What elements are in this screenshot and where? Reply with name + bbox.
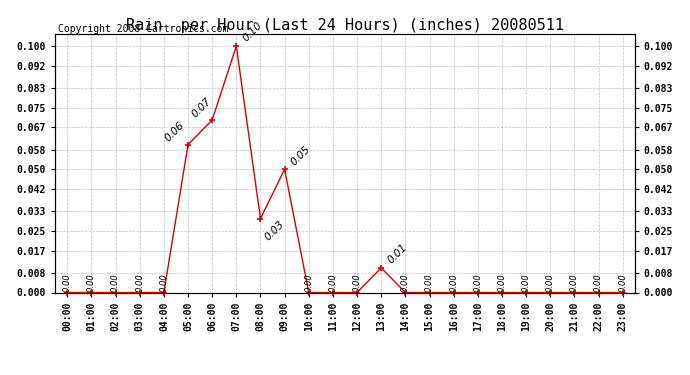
Text: 0.00: 0.00 <box>401 274 410 292</box>
Text: 0.00: 0.00 <box>570 274 579 292</box>
Text: 0.00: 0.00 <box>159 274 168 292</box>
Text: 0.00: 0.00 <box>618 274 627 292</box>
Text: 0.00: 0.00 <box>328 274 337 292</box>
Text: 0.00: 0.00 <box>135 274 144 292</box>
Title: Rain  per Hour (Last 24 Hours) (inches) 20080511: Rain per Hour (Last 24 Hours) (inches) 2… <box>126 18 564 33</box>
Text: 0.00: 0.00 <box>425 274 434 292</box>
Text: 0.00: 0.00 <box>87 274 96 292</box>
Text: 0.00: 0.00 <box>522 274 531 292</box>
Text: 0.00: 0.00 <box>304 274 313 292</box>
Text: 0.00: 0.00 <box>449 274 458 292</box>
Text: 0.01: 0.01 <box>386 242 408 266</box>
Text: 0.00: 0.00 <box>594 274 603 292</box>
Text: 0.00: 0.00 <box>63 274 72 292</box>
Text: 0.10: 0.10 <box>241 21 264 44</box>
Text: Copyright 2008 Cartronics.com: Copyright 2008 Cartronics.com <box>58 24 228 34</box>
Text: 0.00: 0.00 <box>546 274 555 292</box>
Text: 0.00: 0.00 <box>353 274 362 292</box>
Text: 0.00: 0.00 <box>497 274 506 292</box>
Text: 0.03: 0.03 <box>264 219 286 243</box>
Text: 0.00: 0.00 <box>111 274 120 292</box>
Text: 0.05: 0.05 <box>289 144 312 167</box>
Text: 0.00: 0.00 <box>473 274 482 292</box>
Text: 0.06: 0.06 <box>163 120 186 144</box>
Text: 0.07: 0.07 <box>190 96 213 119</box>
